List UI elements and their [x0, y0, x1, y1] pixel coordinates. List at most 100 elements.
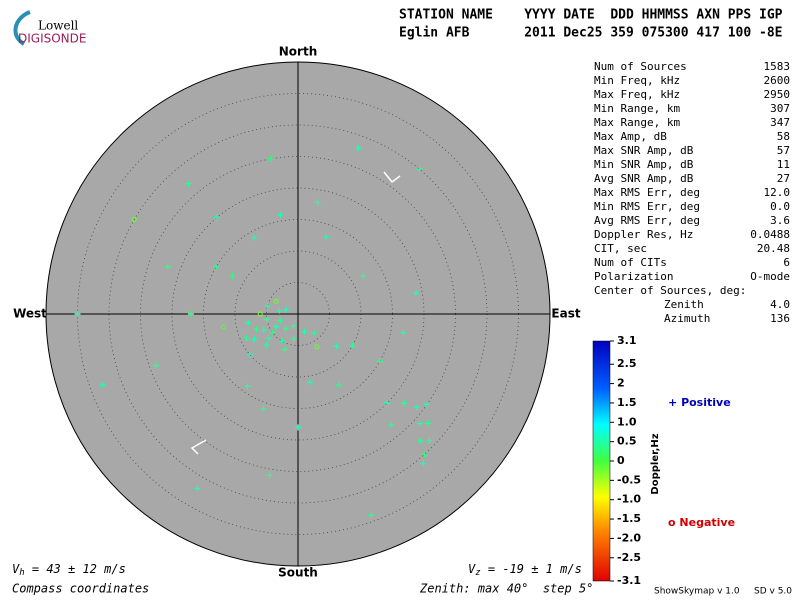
stat-value: 136: [770, 312, 790, 325]
legend-positive: + Positive: [668, 396, 731, 409]
stat-value: 6: [783, 256, 790, 269]
source-positive: [266, 335, 273, 342]
vz-sub: z: [475, 568, 480, 578]
source-positive: [290, 335, 297, 342]
source-positive: [229, 273, 236, 280]
source-positive: [333, 343, 340, 350]
source-positive: [416, 166, 423, 173]
source-positive: [244, 383, 251, 390]
arrow-marker: [383, 171, 401, 184]
colorbar-label: Doppler,Hz: [650, 433, 661, 494]
stat-value: 0.0488: [750, 228, 790, 241]
stat-label: Min Freq, kHz: [594, 74, 680, 87]
source-positive: [273, 323, 280, 330]
source-positive: [388, 422, 395, 428]
source-positive: [194, 485, 201, 492]
source-positive: [323, 234, 330, 241]
source-positive: [263, 316, 270, 323]
source-positive: [260, 405, 267, 412]
west-label: West: [13, 307, 47, 321]
stat-label: CIT, sec: [594, 242, 647, 255]
header-values: Eglin AFB 2011 Dec25 359 075300 417 100 …: [399, 26, 783, 41]
source-positive: [421, 451, 428, 458]
logo-bottom: DIGISONDE: [18, 32, 86, 46]
colorbar-tick-label: -1.5: [617, 512, 641, 525]
source-positive: [376, 358, 383, 365]
source-positive: [164, 263, 171, 270]
source-positive: [243, 334, 250, 341]
source-positive: [282, 346, 289, 353]
arrow-marker: [190, 439, 207, 455]
stat-value: 347: [770, 116, 790, 129]
source-positive: [250, 234, 257, 241]
source-positive: [185, 180, 192, 187]
colorbar: [592, 340, 611, 582]
colorbar-tick-label: 1.0: [617, 415, 637, 428]
south-label: South: [278, 566, 318, 580]
colorbar-tick-label: -1.0: [617, 493, 641, 506]
sky-plot: [45, 61, 551, 567]
source-positive: [425, 420, 432, 427]
stat-label: Max SNR Amp, dB: [594, 144, 694, 157]
stat-label: Num of CITs: [594, 256, 667, 269]
stat-value: 2600: [764, 74, 791, 87]
zenith-note: Zenith: max 40° step 5°: [419, 582, 593, 596]
source-negative: [273, 298, 279, 304]
legend-marker: o: [668, 516, 676, 529]
source-negative: [257, 311, 263, 317]
source-positive: [267, 155, 274, 162]
source-positive: [253, 326, 260, 333]
stat-value: 0.0: [770, 200, 790, 213]
source-positive: [335, 381, 342, 388]
stat-label: Max RMS Err, deg: [594, 186, 700, 199]
sd-version: SD v 5.0: [754, 587, 792, 597]
stat-value: 27: [777, 172, 790, 185]
source-positive: [251, 336, 258, 343]
stat-label: Max Range, km: [594, 116, 680, 129]
stat-heading: Center of Sources, deg:: [594, 284, 746, 297]
source-positive: [214, 214, 221, 221]
source-positive: [276, 307, 283, 314]
source-positive: [368, 512, 375, 519]
source-positive: [384, 400, 391, 407]
stat-value: 11: [777, 158, 790, 171]
source-positive: [245, 319, 252, 326]
colorbar-tick-label: 2.5: [617, 357, 637, 370]
stat-value: 58: [777, 130, 790, 143]
source-positive: [213, 263, 220, 270]
source-positive: [314, 199, 321, 206]
stat-value: O-mode: [750, 270, 790, 283]
legend-negative: o Negative: [668, 516, 735, 529]
stat-label: Max Freq, kHz: [594, 88, 680, 101]
stat-value: 2950: [764, 88, 791, 101]
north-label: North: [279, 45, 317, 59]
source-positive: [414, 404, 421, 411]
stat-value: 4.0: [770, 298, 790, 311]
stat-label: Avg RMS Err, deg: [594, 214, 700, 227]
stat-label: Polarization: [594, 270, 673, 283]
source-positive: [355, 145, 362, 152]
stat-label: Zenith: [664, 298, 704, 311]
source-positive: [412, 290, 419, 297]
vh-sub: h: [19, 568, 24, 578]
stat-value: 20.48: [757, 242, 790, 255]
colorbar-tick-label: 1.5: [617, 396, 637, 409]
source-positive: [283, 306, 290, 313]
source-positive: [426, 437, 433, 444]
source-positive: [400, 329, 407, 336]
stat-value: 57: [777, 144, 790, 157]
legend-text: Positive: [681, 396, 731, 409]
legend-text: Negative: [679, 516, 735, 529]
stat-label: Min SNR Amp, dB: [594, 158, 694, 171]
stat-label: Doppler Res, Hz: [594, 228, 693, 241]
source-negative: [221, 324, 227, 330]
east-label: East: [551, 307, 580, 321]
colorbar-tick-label: -3.1: [617, 574, 641, 587]
source-positive: [349, 342, 356, 349]
source-positive: [269, 329, 276, 336]
stat-label: Min RMS Err, deg: [594, 200, 700, 213]
stat-label: Azimuth: [664, 312, 710, 325]
stat-label: Max Amp, dB: [594, 130, 667, 143]
vz-value: = -19 ± 1 m/s: [481, 562, 582, 576]
